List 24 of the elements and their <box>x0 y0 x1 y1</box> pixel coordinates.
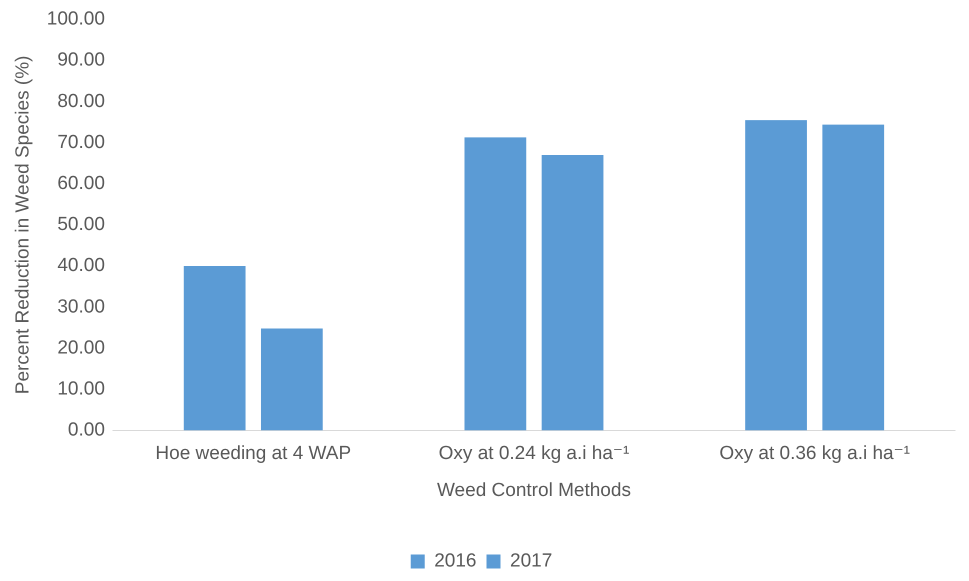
y-tick-label: 40.00 <box>57 255 105 276</box>
y-tick-label: 10.00 <box>57 378 105 400</box>
y-tick-label: 60.00 <box>57 173 105 194</box>
bar <box>464 137 526 430</box>
y-tick-label: 80.00 <box>57 90 105 112</box>
y-tick-label: 100.00 <box>46 8 105 30</box>
legend-label: 2016 <box>434 550 477 572</box>
legend-label: 2017 <box>510 550 552 572</box>
bar <box>260 328 323 430</box>
y-tick-label: 50.00 <box>57 214 105 236</box>
y-tick-label: 90.00 <box>57 50 105 71</box>
y-axis-title: Percent Reduction in Weed Species (%) <box>12 56 34 394</box>
y-tick-label: 30.00 <box>57 296 105 318</box>
bar <box>184 266 246 430</box>
y-tick-label: 70.00 <box>57 132 105 153</box>
x-tick-label: Oxy at 0.36 kg a.i ha⁻¹ <box>719 443 910 464</box>
x-tick-label: Hoe weeding at 4 WAP <box>155 443 352 464</box>
bar <box>822 124 884 430</box>
x-axis-title: Weed Control Methods <box>436 480 631 501</box>
x-tick-label: Oxy at 0.24 kg a.i ha⁻¹ <box>438 443 630 464</box>
y-tick-label: 0.00 <box>68 420 105 441</box>
bar <box>745 120 807 430</box>
bar <box>542 155 604 430</box>
y-tick-label: 20.00 <box>57 337 105 358</box>
